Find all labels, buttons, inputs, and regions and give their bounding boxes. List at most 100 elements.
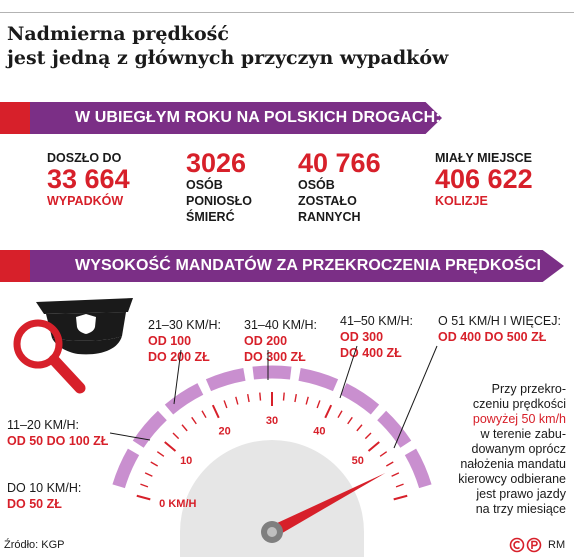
gauge-arc-segment	[132, 410, 167, 448]
gauge-tick	[259, 392, 262, 401]
gauge-tick	[316, 400, 321, 409]
gauge-tick	[379, 451, 388, 457]
gauge-tick	[367, 441, 380, 452]
gauge-label: 40	[313, 425, 325, 437]
gauge-tick	[140, 483, 149, 488]
gauge-arc-segment	[205, 367, 246, 392]
gauge-labels: 0 KM/H 10 20 30 40 50	[159, 415, 364, 510]
stat-deaths: 3026 OSÓB PONIOSŁO ŚMIERĆ	[186, 150, 296, 225]
gauge-tick	[191, 416, 197, 425]
phonogram-icon	[526, 537, 542, 553]
stat-pre: DOSZŁO DO	[47, 151, 122, 165]
fine-range-label: 21–30 KM/H:	[148, 318, 221, 332]
gauge-arc-segment	[340, 383, 380, 415]
fine-amount: OD 400 DO 500 ZŁ	[438, 330, 547, 344]
fine-range-label: 41–50 KM/H:	[340, 314, 413, 328]
gauge-tick	[324, 404, 333, 419]
fine-range-label: 31–40 KM/H:	[244, 318, 317, 332]
stat-pre: MIAŁY MIEJSCE	[435, 151, 533, 165]
gauge-tick	[246, 394, 250, 403]
gauge-tick	[337, 410, 343, 419]
fine-range-2: 11–20 KM/H: OD 50 DO 100 ZŁ	[7, 417, 108, 449]
note-line: jest prawo jazdy	[476, 487, 566, 501]
leader-line	[339, 345, 358, 399]
gauge-tick	[393, 494, 408, 501]
source-label: Źródło: KGP	[4, 539, 65, 551]
magnifier-lens	[13, 319, 63, 369]
fine-amount: OD 100	[148, 334, 192, 348]
stat-post: OSÓB	[298, 178, 335, 192]
note-line: nałożenia mandatu	[460, 457, 566, 471]
gauge-tick	[144, 472, 153, 477]
fine-range-label: O 51 KM/H I WIĘCEJ:	[438, 314, 561, 328]
note-line: kierowcy odbierane	[458, 472, 566, 486]
page-title: Nadmierna prędkość jest jedną z głównych…	[7, 22, 527, 70]
gauge-tick	[235, 396, 239, 405]
top-rule	[0, 12, 574, 13]
note-line: czeniu prędkości	[472, 397, 566, 411]
fine-range-6: O 51 KM/H I WIĘCEJ: OD 400 DO 500 ZŁ	[438, 313, 561, 345]
gauge-tick	[136, 494, 151, 501]
phonogram-glyph	[531, 540, 538, 549]
gauge-dial	[180, 440, 364, 557]
gauge-needle	[269, 472, 386, 538]
title-line-2: jest jedną z głównych przyczyn wypadków	[7, 47, 449, 69]
gauge-ticks	[136, 392, 408, 501]
gauge-arc-segment	[252, 365, 292, 380]
stat-post: WYPADKÓW	[47, 194, 124, 208]
leader-line	[393, 345, 438, 449]
note-line: dowanym oprócz	[471, 442, 567, 456]
fine-amount: OD 300	[340, 330, 384, 344]
cap-crown	[36, 298, 133, 314]
gauge-label: 0 KM/H	[159, 498, 196, 510]
gauge-tick	[282, 392, 285, 401]
gauge-tick	[391, 472, 400, 477]
stat-post: PONIOSŁO	[186, 194, 252, 208]
stat-value: 406 622	[435, 164, 533, 194]
gauge-arc-segment	[404, 448, 432, 489]
cap-visor	[52, 336, 122, 355]
section1-heading: W UBIEGŁYM ROKU NA POLSKICH DROGACH:	[30, 102, 442, 134]
gauge-tick	[164, 441, 177, 452]
gauge-tick	[211, 404, 220, 419]
gauge-label: 10	[180, 455, 192, 467]
note-line: w terenie zabu-	[480, 427, 566, 441]
fine-range-label: DO 10 KM/H:	[7, 481, 82, 495]
gauge-tick	[305, 396, 309, 405]
gauge-tick	[181, 424, 188, 432]
magnifier-handle	[48, 354, 86, 394]
fine-range-label: 11–20 KM/H:	[7, 418, 80, 432]
gauge-label: 20	[219, 425, 231, 437]
note-highlight: powyżej 50 km/h	[472, 412, 566, 426]
gauge-tick	[347, 416, 353, 425]
fine-amount: DO 300 ZŁ	[244, 350, 306, 364]
stat-value: 40 766	[298, 148, 381, 178]
title-line-1: Nadmierna prędkość	[7, 23, 229, 45]
police-cap-magnifier-illustration	[13, 298, 133, 394]
gauge-arc	[112, 365, 432, 489]
gauge-label: 50	[352, 455, 364, 467]
leader-line	[173, 349, 182, 405]
fine-amount: DO 200 ZŁ	[148, 350, 210, 364]
section2-heading-text: WYSOKOŚĆ MANDATÓW ZA PRZEKROCZENIA PRĘDK…	[75, 257, 542, 274]
stat-value: 33 664	[47, 164, 130, 194]
badge-icon	[76, 314, 96, 334]
stat-collisions: MIAŁY MIEJSCE 406 622 KOLIZJE	[435, 150, 570, 209]
stat-post: RANNYCH	[298, 210, 361, 224]
fine-range-4: 31–40 KM/H: OD 200 DO 300 ZŁ	[244, 317, 317, 365]
fine-amount: DO 50 ZŁ	[7, 497, 62, 511]
license-note: Przy przekro- czeniu prędkości powyżej 5…	[398, 382, 566, 517]
gauge-tick	[294, 394, 298, 403]
gauge-tick	[395, 483, 404, 488]
copyright-icon	[509, 537, 525, 553]
gauge-arc-segment	[112, 448, 140, 489]
gauge-label: 30	[266, 415, 278, 427]
stat-value: 3026	[186, 148, 247, 178]
gauge-arc-segment	[377, 410, 412, 448]
gauge-tick	[385, 461, 394, 467]
gauge-tick	[201, 410, 207, 419]
copyright-glyph	[513, 540, 521, 550]
gauge-tick	[356, 424, 363, 432]
stat-post: OSÓB	[186, 178, 223, 192]
gauge-tick	[150, 461, 159, 467]
